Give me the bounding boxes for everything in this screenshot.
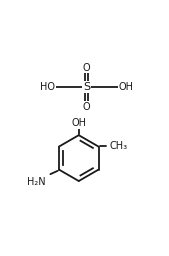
Text: S: S	[83, 82, 90, 92]
Text: OH: OH	[71, 118, 86, 129]
Text: OH: OH	[118, 82, 133, 92]
Text: O: O	[83, 102, 90, 112]
Text: HO: HO	[40, 82, 55, 92]
Text: CH₃: CH₃	[110, 141, 128, 151]
Text: H₂N: H₂N	[27, 177, 46, 187]
Text: O: O	[83, 63, 90, 73]
